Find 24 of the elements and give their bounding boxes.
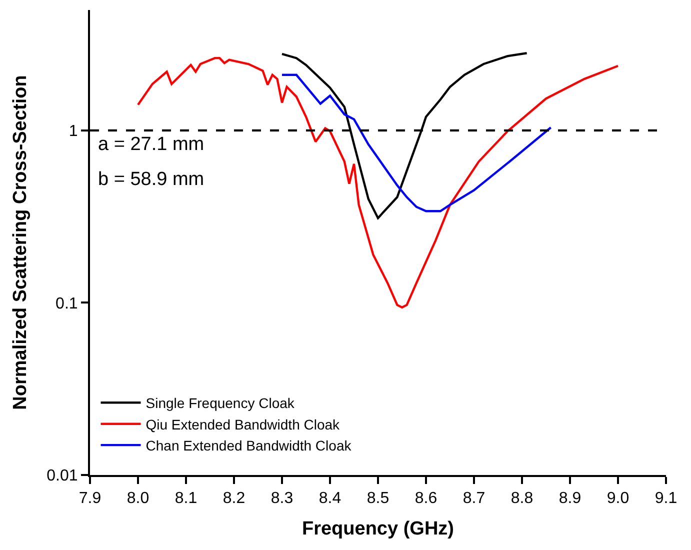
y-tick-label: 0.01 — [46, 468, 78, 485]
x-tick-label: 8.0 — [126, 490, 150, 508]
annotation: b = 58.9 mm — [98, 169, 204, 190]
y-axis-title: Normalized Scattering Cross-Section — [10, 75, 32, 410]
x-tick-label: 8.9 — [558, 490, 582, 508]
x-tick-label: 8.7 — [462, 490, 486, 508]
legend-label: Chan Extended Bandwidth Cloak — [146, 438, 352, 454]
legend-label: Single Frequency Cloak — [146, 395, 296, 412]
x-axis-title: Frequency (GHz) — [302, 518, 454, 540]
x-tick-label: 8.5 — [366, 490, 390, 508]
x-tick-label: 7.9 — [78, 490, 102, 508]
x-tick-label: 8.2 — [222, 490, 246, 508]
x-tick-label: 8.6 — [414, 490, 438, 508]
legend-label: Qiu Extended Bandwidth Cloak — [146, 416, 341, 432]
y-tick-label: 1 — [68, 123, 78, 140]
x-tick-label: 8.8 — [510, 490, 534, 508]
x-tick-label: 8.3 — [270, 490, 294, 508]
x-tick-label: 8.1 — [174, 490, 198, 508]
line-series — [280, 74, 552, 212]
x-tick-label: 9.1 — [654, 490, 678, 508]
x-tick-label: 9.0 — [606, 490, 630, 508]
x-tick-label: 8.4 — [318, 490, 342, 508]
annotation: a = 27.1 mm — [98, 134, 204, 155]
y-tick-label: 0.1 — [56, 295, 78, 312]
